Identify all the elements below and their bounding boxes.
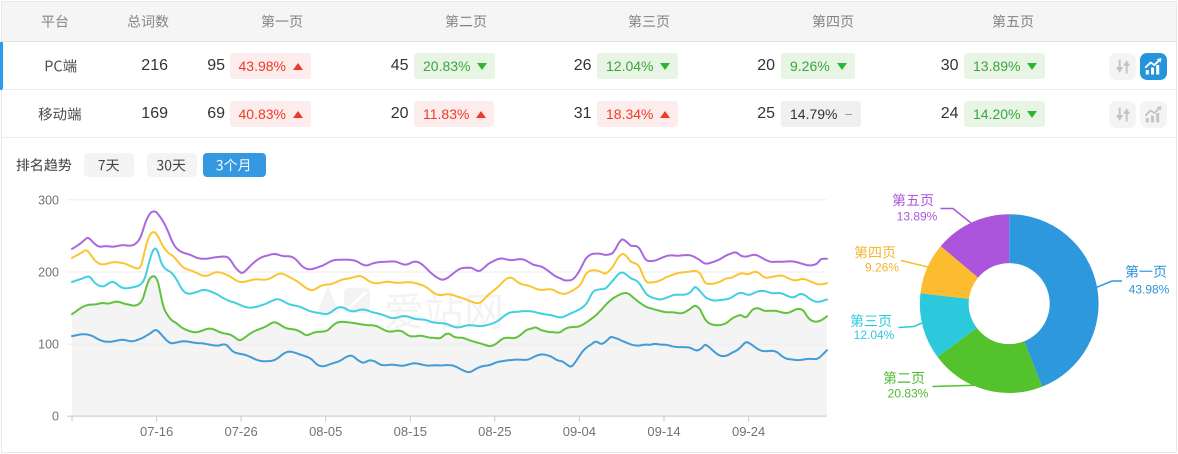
svg-text:43.98%: 43.98% [1129, 283, 1170, 297]
svg-text:20.83%: 20.83% [888, 387, 929, 401]
svg-text:100: 100 [38, 338, 59, 352]
svg-text:08-15: 08-15 [394, 424, 427, 439]
svg-text:0: 0 [52, 410, 59, 424]
svg-text:08-25: 08-25 [478, 424, 511, 439]
svg-text:200: 200 [38, 265, 59, 279]
svg-text:12.04%: 12.04% [854, 328, 895, 342]
svg-text:07-26: 07-26 [224, 424, 257, 439]
svg-text:09-04: 09-04 [563, 424, 596, 439]
svg-text:13.89%: 13.89% [897, 210, 938, 224]
svg-text:300: 300 [38, 193, 59, 207]
svg-text:07-16: 07-16 [140, 424, 173, 439]
svg-text:09-24: 09-24 [732, 424, 765, 439]
svg-text:09-14: 09-14 [647, 424, 680, 439]
svg-text:9.26%: 9.26% [865, 261, 899, 275]
svg-text:08-05: 08-05 [309, 424, 342, 439]
